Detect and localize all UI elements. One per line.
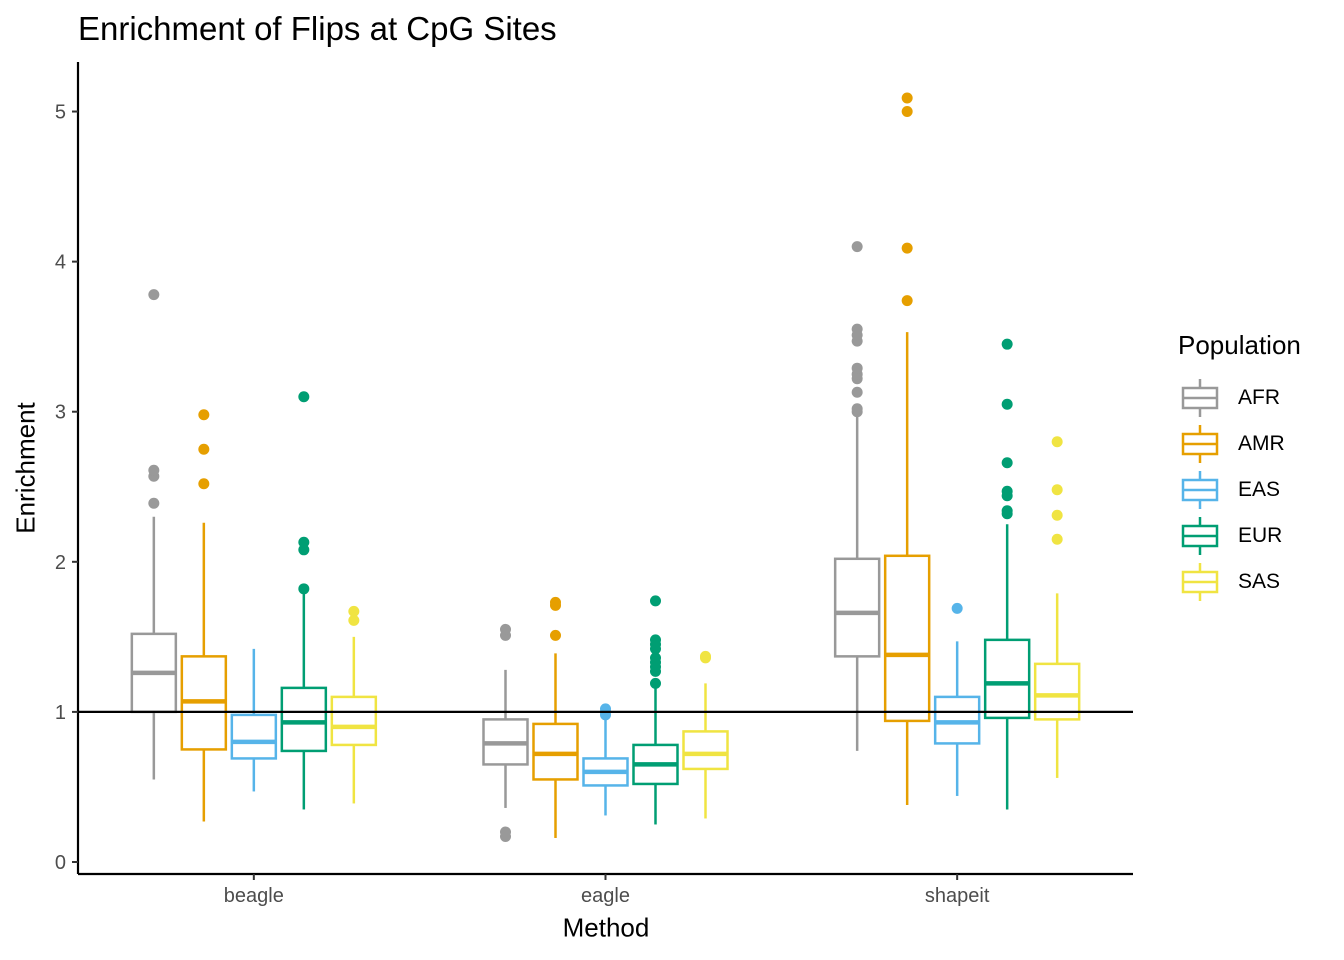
box-iqr bbox=[682, 730, 729, 771]
outlier-point bbox=[650, 652, 661, 664]
box-shapeit-AFR bbox=[833, 241, 881, 751]
box-iqr bbox=[330, 695, 378, 747]
box-beagle-EAS bbox=[230, 648, 278, 792]
outlier-point bbox=[1001, 398, 1013, 410]
outlier-point bbox=[1001, 338, 1013, 350]
box-eagle-EUR bbox=[632, 595, 679, 825]
outlier-point bbox=[198, 478, 210, 490]
legend-label-SAS: SAS bbox=[1238, 570, 1281, 593]
box-eagle-AMR bbox=[532, 596, 579, 838]
box-beagle-SAS bbox=[330, 605, 378, 804]
outlier-point bbox=[1001, 457, 1013, 469]
outlier-point bbox=[348, 614, 360, 626]
outlier-point bbox=[851, 403, 863, 415]
box-eagle-AFR bbox=[482, 623, 529, 842]
y-axis-label: Enrichment bbox=[10, 402, 41, 534]
x-axis-label: Method bbox=[562, 912, 650, 943]
outlier-point bbox=[348, 605, 360, 617]
legend-label-AFR: AFR bbox=[1238, 386, 1280, 409]
outlier-point bbox=[500, 623, 511, 635]
outlier-point bbox=[851, 241, 863, 253]
legend-key-AMR bbox=[1181, 425, 1219, 463]
box-beagle-AFR bbox=[130, 289, 178, 780]
outlier-point bbox=[951, 602, 963, 614]
legend-label-EAS: EAS bbox=[1238, 478, 1281, 501]
box-iqr bbox=[280, 686, 328, 753]
y-tick-label: 0 bbox=[55, 852, 66, 874]
x-tick-label: beagle bbox=[224, 885, 284, 907]
legend-title: Population bbox=[1178, 330, 1301, 360]
box-iqr bbox=[230, 713, 278, 760]
outlier-point bbox=[1051, 509, 1063, 521]
box-iqr bbox=[883, 554, 931, 723]
outlier-point bbox=[1051, 533, 1063, 545]
outlier-point bbox=[1001, 485, 1013, 497]
outlier-point bbox=[901, 106, 913, 118]
box-iqr bbox=[532, 722, 579, 781]
x-tick-label: shapeit bbox=[925, 885, 990, 907]
outlier-point bbox=[550, 629, 561, 641]
outlier-point bbox=[851, 386, 863, 398]
outlier-point bbox=[901, 295, 913, 307]
outlier-point bbox=[198, 443, 210, 455]
box-iqr bbox=[1033, 662, 1081, 721]
box-eagle-SAS bbox=[682, 650, 729, 819]
y-tick-label: 4 bbox=[55, 252, 66, 274]
legend-label-AMR: AMR bbox=[1238, 432, 1285, 455]
legend-key-SAS bbox=[1181, 563, 1219, 601]
box-beagle-AMR bbox=[180, 409, 228, 822]
outlier-point bbox=[650, 634, 661, 646]
chart-title: Enrichment of Flips at CpG Sites bbox=[78, 10, 557, 47]
axes: 0 1 2 3 4 5 beagle eagle shapeit bbox=[55, 62, 1133, 907]
box-iqr bbox=[983, 638, 1031, 720]
legend-key-EUR bbox=[1181, 517, 1219, 555]
box-shapeit-EAS bbox=[933, 602, 981, 796]
legend-key-AFR bbox=[1181, 379, 1219, 417]
outlier-point bbox=[198, 409, 210, 421]
box-shapeit-AMR bbox=[883, 92, 931, 805]
legend bbox=[1181, 379, 1219, 601]
outlier-point bbox=[851, 362, 863, 374]
y-tick-label: 2 bbox=[55, 552, 66, 574]
outlier-point bbox=[650, 595, 661, 607]
outlier-point bbox=[298, 391, 310, 403]
outlier-point bbox=[148, 464, 160, 476]
box-shapeit-EUR bbox=[983, 338, 1031, 810]
outlier-point bbox=[700, 650, 711, 662]
outlier-point bbox=[148, 289, 160, 301]
outlier-point bbox=[1051, 436, 1063, 448]
y-tick-label: 1 bbox=[55, 702, 66, 724]
box-shapeit-SAS bbox=[1033, 436, 1081, 778]
legend-key-EAS bbox=[1181, 471, 1219, 509]
plot-area bbox=[130, 92, 1081, 842]
outlier-point bbox=[298, 583, 310, 595]
outlier-point bbox=[851, 323, 863, 335]
legend-label-EUR: EUR bbox=[1238, 524, 1283, 547]
outlier-point bbox=[500, 826, 511, 838]
box-beagle-EUR bbox=[280, 391, 328, 810]
outlier-point bbox=[1001, 505, 1013, 517]
box-iqr bbox=[833, 557, 881, 658]
y-tick-label: 5 bbox=[55, 102, 66, 124]
outlier-point bbox=[550, 596, 561, 608]
box-eagle-EAS bbox=[582, 703, 629, 816]
outlier-point bbox=[650, 677, 661, 689]
outlier-point bbox=[901, 242, 913, 254]
y-tick-label: 3 bbox=[55, 402, 66, 424]
outlier-point bbox=[901, 92, 913, 104]
outlier-point bbox=[1051, 484, 1063, 496]
box-iqr bbox=[933, 695, 981, 745]
x-tick-label: eagle bbox=[581, 885, 630, 907]
outlier-point bbox=[148, 497, 160, 509]
outlier-point bbox=[298, 536, 310, 548]
